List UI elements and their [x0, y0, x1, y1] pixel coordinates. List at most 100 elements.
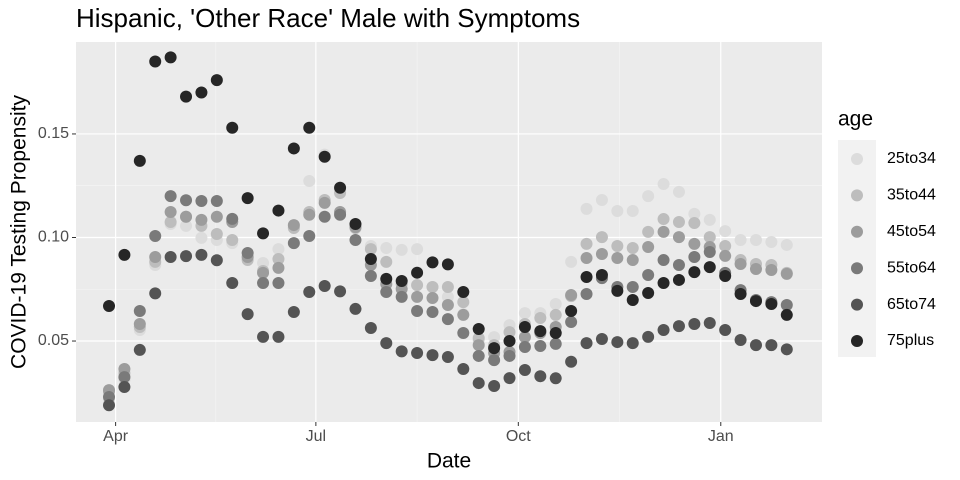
point — [426, 306, 439, 319]
point — [210, 74, 223, 87]
legend-marker — [851, 225, 863, 238]
point — [672, 231, 685, 244]
point — [642, 225, 655, 238]
point — [580, 271, 593, 284]
point — [272, 261, 285, 274]
point — [210, 210, 223, 223]
point — [195, 195, 208, 208]
point — [780, 298, 793, 311]
point — [426, 280, 439, 293]
point — [318, 279, 331, 292]
point — [765, 264, 778, 276]
point — [118, 371, 131, 384]
point — [318, 210, 331, 223]
point — [688, 207, 701, 220]
point — [149, 230, 162, 243]
x-tick-label: Apr — [103, 428, 129, 445]
point — [149, 287, 162, 300]
y-tick-label: 0.10 — [38, 229, 69, 246]
point — [580, 337, 593, 350]
legend-label: 25to34 — [887, 150, 936, 167]
point — [472, 377, 485, 390]
legend-label: 75plus — [887, 332, 934, 349]
point — [672, 320, 685, 333]
point — [657, 277, 670, 290]
point — [180, 90, 193, 103]
point — [210, 227, 223, 240]
point — [688, 318, 701, 331]
point — [164, 51, 177, 64]
point — [318, 196, 331, 209]
point — [626, 337, 639, 350]
point — [426, 349, 439, 362]
legend-marker — [851, 262, 863, 275]
point — [657, 254, 670, 267]
point — [703, 261, 716, 274]
point — [518, 364, 531, 377]
point — [595, 194, 608, 207]
x-axis-label: Date — [427, 450, 471, 473]
point — [426, 256, 439, 269]
point — [395, 345, 408, 358]
point — [257, 330, 270, 343]
point — [642, 190, 655, 203]
point — [734, 288, 747, 301]
point — [241, 247, 254, 260]
point — [272, 330, 285, 343]
point — [257, 266, 270, 279]
point — [749, 339, 762, 352]
point — [441, 350, 454, 363]
point — [642, 286, 655, 299]
point — [180, 219, 193, 232]
point — [118, 381, 131, 394]
point — [688, 216, 701, 229]
point — [672, 259, 685, 272]
point — [765, 297, 778, 310]
legend-label: 65to74 — [887, 296, 936, 313]
point — [272, 243, 285, 256]
point — [226, 121, 239, 134]
point — [503, 326, 516, 339]
point — [749, 262, 762, 275]
point — [719, 270, 732, 283]
point — [719, 239, 732, 252]
point — [210, 254, 223, 267]
point — [734, 257, 747, 270]
point — [657, 213, 670, 226]
x-tick-label: Jul — [306, 428, 326, 445]
point — [411, 305, 424, 318]
point — [518, 307, 531, 320]
point — [611, 204, 624, 217]
point — [749, 295, 762, 308]
point — [303, 230, 316, 243]
point — [549, 308, 562, 321]
point — [780, 267, 793, 280]
point — [472, 349, 485, 362]
legend-key-background — [838, 140, 876, 357]
point — [488, 354, 501, 367]
legend-marker — [851, 189, 863, 202]
point — [364, 321, 377, 334]
point — [195, 213, 208, 226]
point — [719, 225, 732, 238]
point — [133, 318, 146, 331]
legend-marker — [851, 335, 863, 347]
point — [549, 297, 562, 310]
point — [703, 245, 716, 258]
point — [503, 335, 516, 348]
point — [318, 150, 331, 163]
legend-label: 35to44 — [887, 187, 936, 204]
point — [565, 355, 578, 368]
point — [488, 379, 501, 392]
point — [549, 337, 562, 350]
point — [380, 272, 393, 285]
legend-marker — [851, 153, 863, 165]
point — [441, 280, 454, 293]
point — [287, 142, 300, 155]
point — [395, 274, 408, 287]
point — [626, 204, 639, 217]
point — [611, 239, 624, 252]
point — [549, 326, 562, 339]
point — [411, 266, 424, 279]
